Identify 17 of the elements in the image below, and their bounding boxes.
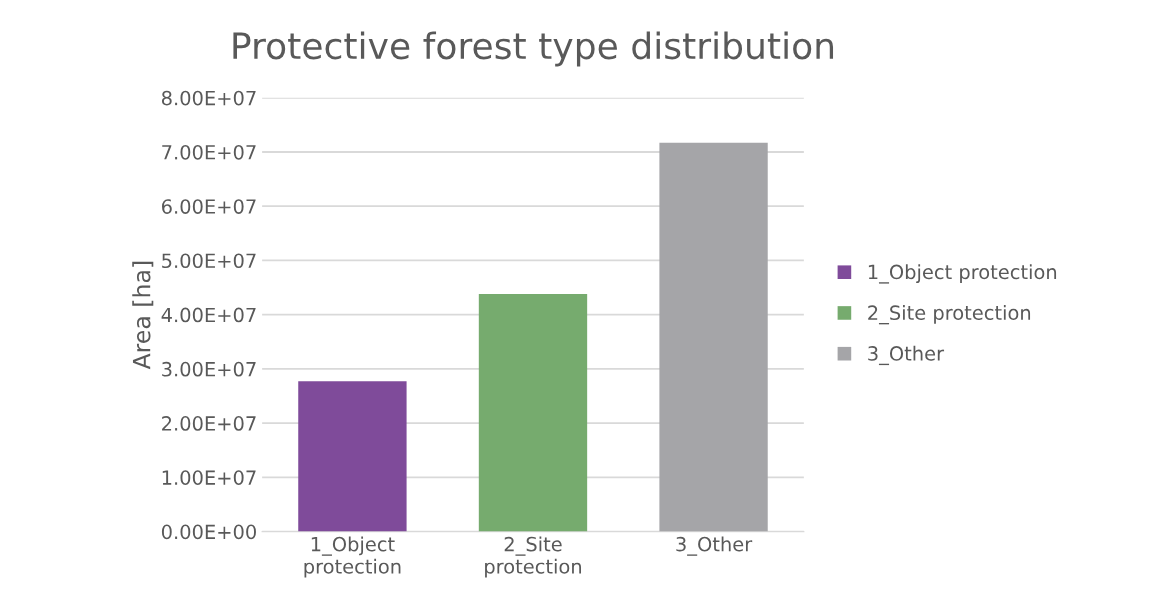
y-tick-label: 0.00E+00 <box>161 524 256 540</box>
legend-label: 2_Site protection <box>868 304 1031 325</box>
y-axis-title: Area [ha] <box>132 261 154 370</box>
chart-title: Protective forest type distribution <box>233 31 834 67</box>
y-tick-label: 1.00E+07 <box>162 470 256 486</box>
legend-label: 1_Object protection <box>868 264 1057 284</box>
x-tick-label: 3_Other <box>676 536 753 556</box>
y-tick-label: 7.00E+07 <box>162 144 256 160</box>
x-tick-label: 2_Site protection <box>485 536 581 578</box>
legend-label: 3_Other <box>868 345 945 366</box>
y-tick-label: 3.00E+07 <box>162 361 256 377</box>
y-tick-label: 8.00E+07 <box>161 90 256 106</box>
y-tick-label: 2.00E+07 <box>162 416 256 431</box>
x-tick-label: 1_Object protection <box>304 536 401 578</box>
y-tick-label: 6.00E+07 <box>162 199 256 214</box>
y-tick-label: 5.00E+07 <box>162 253 256 269</box>
y-tick-label: 4.00E+07 <box>161 307 256 323</box>
